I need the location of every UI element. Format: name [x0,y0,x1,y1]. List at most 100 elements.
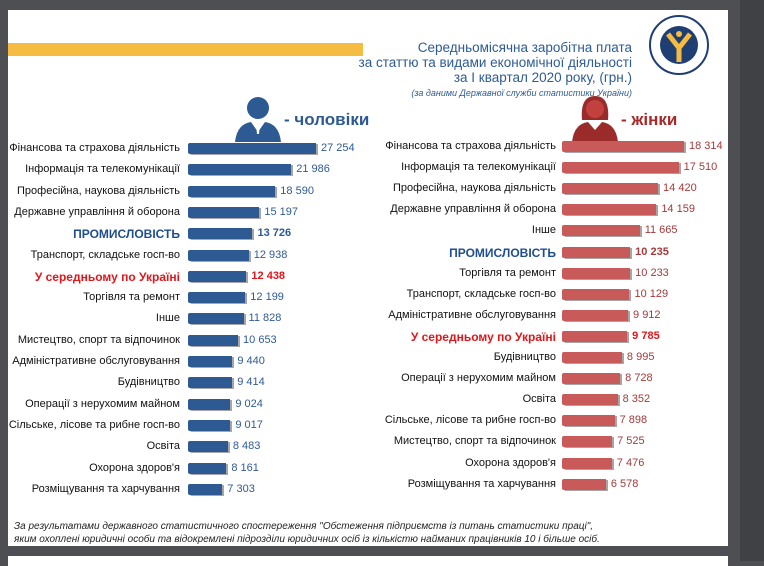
category-label: ПРОМИСЛОВІСТЬ [73,227,180,242]
value-label: 9 017 [235,418,263,431]
man-icon [235,97,281,142]
bar [562,330,628,342]
category-label: Мистецтво, спорт та відпочинок [17,333,180,346]
bar [562,309,629,321]
category-label: Державне управління й оборона [14,205,180,218]
value-label: 12 938 [253,248,288,261]
bar [188,206,260,218]
bar [188,462,227,474]
bar [188,143,316,154]
bar [562,352,622,363]
value-label: 27 254 [321,142,355,154]
category-label: Професійна, наукова діяльність [393,182,556,195]
category-label: Сільське, лісове та рибне госп-во [384,414,556,427]
category-label: Освіта [146,440,180,453]
bar [562,162,679,174]
value-label: 10 129 [634,287,669,300]
bar [188,249,249,261]
value-label: 21 986 [296,163,330,176]
value-label: 10 233 [635,266,669,279]
category-label: Інформація та телекомунікації [25,163,180,176]
value-label: 7 898 [619,414,648,427]
value-label: 8 352 [622,393,651,406]
category-label: Інше [155,312,180,325]
bar [562,373,621,385]
title-line: Середньомісячна заробітна плата [417,40,632,55]
category-label: Будівництво [493,351,556,363]
bar [562,141,684,152]
bar [188,441,228,453]
category-label: Торгівля та ремонт [459,266,556,279]
category-label: Транспорт, складське госп-во [30,248,180,261]
category-label: ПРОМИСЛОВІСТЬ [449,245,556,260]
category-label: Інформація та телекомунікації [401,161,556,174]
category-label: Торгівля та ремонт [83,291,180,304]
men-heading: - чоловіки [284,110,370,129]
value-label: 11 828 [248,312,282,325]
category-label: Охорона здоров'я [89,461,180,474]
bar [562,183,659,195]
value-label: 7 476 [616,456,645,469]
bar [562,267,631,279]
value-label: 13 726 [257,227,292,240]
bar [188,292,246,304]
scrollbar-area[interactable] [740,0,764,561]
value-label: 7 303 [227,482,255,495]
accent-stripe [8,43,363,56]
category-label: Розміщування та харчування [31,482,180,495]
bar [562,415,615,427]
infographic-page: Середньомісячна заробітна плата за статт… [8,10,728,546]
bar [562,457,612,469]
category-label: Сільське, лісове та рибне госп-во [8,418,180,431]
bar [562,478,606,490]
value-label: 6 578 [610,477,639,490]
bar [188,270,247,282]
value-label: 8 483 [232,440,261,453]
chart-title: Середньомісячна заробітна плата за статт… [359,40,632,85]
bar [188,377,233,389]
category-label: Будівництво [117,376,180,389]
bar [188,185,276,197]
value-label: 10 653 [243,333,277,346]
category-label: Мистецтво, спорт та відпочинок [393,435,556,448]
value-label: 10 235 [635,245,669,258]
footnote: За результатами державного статистичного… [14,520,600,546]
bar [562,225,640,237]
bar [188,313,244,325]
value-label: 11 665 [644,224,678,237]
value-label: 12 438 [251,269,286,282]
bar [562,246,631,258]
bar [188,164,292,176]
value-label: 9 440 [237,355,265,367]
value-label: 8 161 [231,461,259,474]
value-label: 14 420 [663,182,697,195]
value-label: 9 785 [632,329,660,342]
category-label: Охорона здоров'я [465,456,556,469]
category-label: Фінансова та страхова діяльність [385,140,556,152]
title-line: за І квартал 2020 року, (грн.) [453,70,632,85]
category-label: Транспорт, складське госп-во [406,287,556,300]
value-label: 8 728 [625,372,653,385]
bar [188,419,231,431]
value-label: 17 510 [683,161,718,174]
category-label: У середньому по Україні [410,329,556,344]
bar [188,228,253,240]
bar [188,483,223,495]
bar [562,204,657,216]
value-label: 15 197 [264,205,299,218]
category-label: Професійна, наукова діяльність [17,184,180,197]
footnote-line: яким охоплені юридичні особи та відокрем… [14,534,600,545]
category-label: Адміністративне обслуговування [388,308,556,321]
bar [562,288,630,300]
subtitle: (за даними Державної служби статистики У… [411,88,632,98]
value-label: 18 590 [280,184,314,197]
category-label: Освіта [522,393,556,406]
bar [188,398,231,410]
next-page-edge [8,556,728,566]
category-label: У середньому по Україні [34,269,180,284]
value-label: 14 159 [661,203,695,216]
category-label: Державне управління й оборона [390,203,556,216]
title-line: за статтю та видами економічної діяльнос… [358,55,632,70]
value-label: 12 199 [250,291,284,304]
woman-icon [572,96,618,142]
